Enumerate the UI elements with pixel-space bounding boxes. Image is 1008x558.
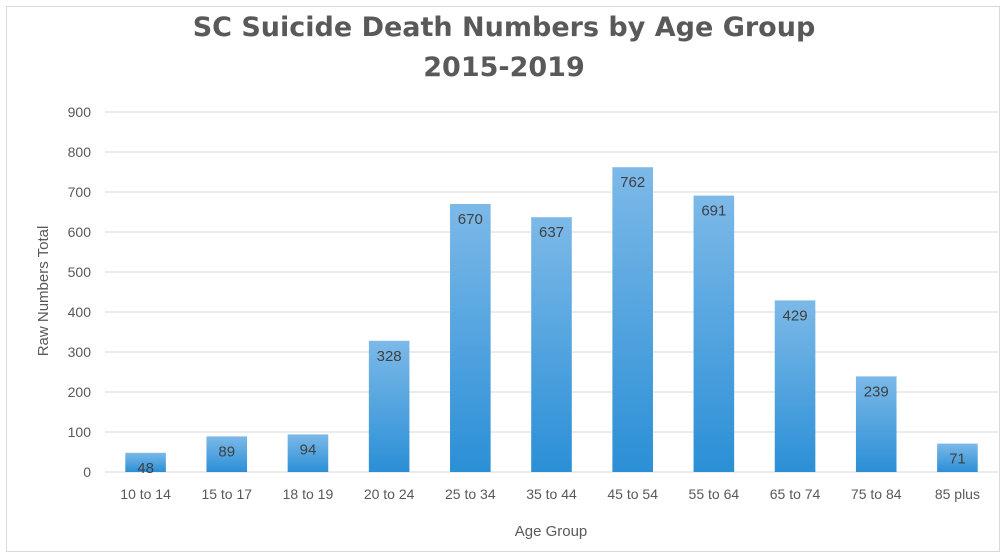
- x-tick-label: 45 to 54: [607, 486, 658, 502]
- y-tick-label: 400: [68, 304, 92, 320]
- chart-frame: [6, 6, 1000, 552]
- y-tick-label: 600: [68, 224, 92, 240]
- data-label: 94: [300, 441, 317, 458]
- bar: [855, 376, 897, 472]
- data-label: 239: [864, 383, 889, 400]
- x-tick-label: 25 to 34: [445, 486, 496, 502]
- bar: [206, 436, 248, 472]
- x-tick-label: 85 plus: [935, 486, 980, 502]
- y-tick-label: 700: [68, 184, 92, 200]
- y-tick-label: 900: [68, 104, 92, 120]
- data-label: 71: [949, 451, 966, 468]
- data-label: 89: [218, 443, 235, 460]
- y-tick-label: 300: [68, 344, 92, 360]
- x-tick-label: 15 to 17: [201, 486, 252, 502]
- bar: [612, 167, 653, 472]
- data-label: 48: [137, 460, 154, 477]
- x-axis-label: Age Group: [515, 523, 588, 540]
- y-axis-label: Raw Numbers Total: [35, 226, 52, 357]
- data-label: 429: [783, 307, 808, 324]
- bar: [937, 443, 978, 472]
- bar: [125, 452, 166, 472]
- data-label: 328: [377, 348, 402, 365]
- x-tick-label: 65 to 74: [770, 486, 821, 502]
- x-axis-ticks: 10 to 14 15 to 17 18 to 19 20 to 24 25 to 34…: [120, 486, 980, 502]
- bar: [774, 300, 816, 472]
- x-tick-label: 20 to 24: [364, 486, 415, 502]
- x-tick-label: 55 to 64: [689, 486, 740, 502]
- bars: 48 89 94 328 670 637 762 691 429 239 71: [125, 167, 978, 477]
- y-tick-label: 0: [83, 464, 91, 480]
- x-tick-label: 10 to 14: [120, 486, 171, 502]
- x-tick-label: 75 to 84: [851, 486, 902, 502]
- chart-title: SC Suicide Death Numbers by Age Group: [192, 12, 816, 43]
- bar: [531, 217, 572, 472]
- x-tick-label: 18 to 19: [283, 486, 334, 502]
- data-label: 637: [539, 224, 564, 241]
- bar: [693, 195, 735, 472]
- y-tick-label: 800: [68, 144, 92, 160]
- x-tick-label: 35 to 44: [526, 486, 577, 502]
- y-axis-ticks: 0 100 200 300 400 500 600 700 800 900: [68, 104, 92, 480]
- chart-subtitle: 2015-2019: [423, 52, 585, 83]
- y-tick-label: 500: [68, 264, 92, 280]
- data-label: 762: [620, 174, 645, 191]
- bar: [450, 204, 491, 472]
- chart-title-block: SC Suicide Death Numbers by Age Group 20…: [0, 8, 1008, 88]
- bar: [287, 434, 329, 472]
- y-tick-label: 200: [68, 384, 92, 400]
- data-label: 670: [458, 211, 483, 228]
- bar: [368, 340, 410, 472]
- y-tick-label: 100: [68, 424, 92, 440]
- data-label: 691: [701, 203, 726, 220]
